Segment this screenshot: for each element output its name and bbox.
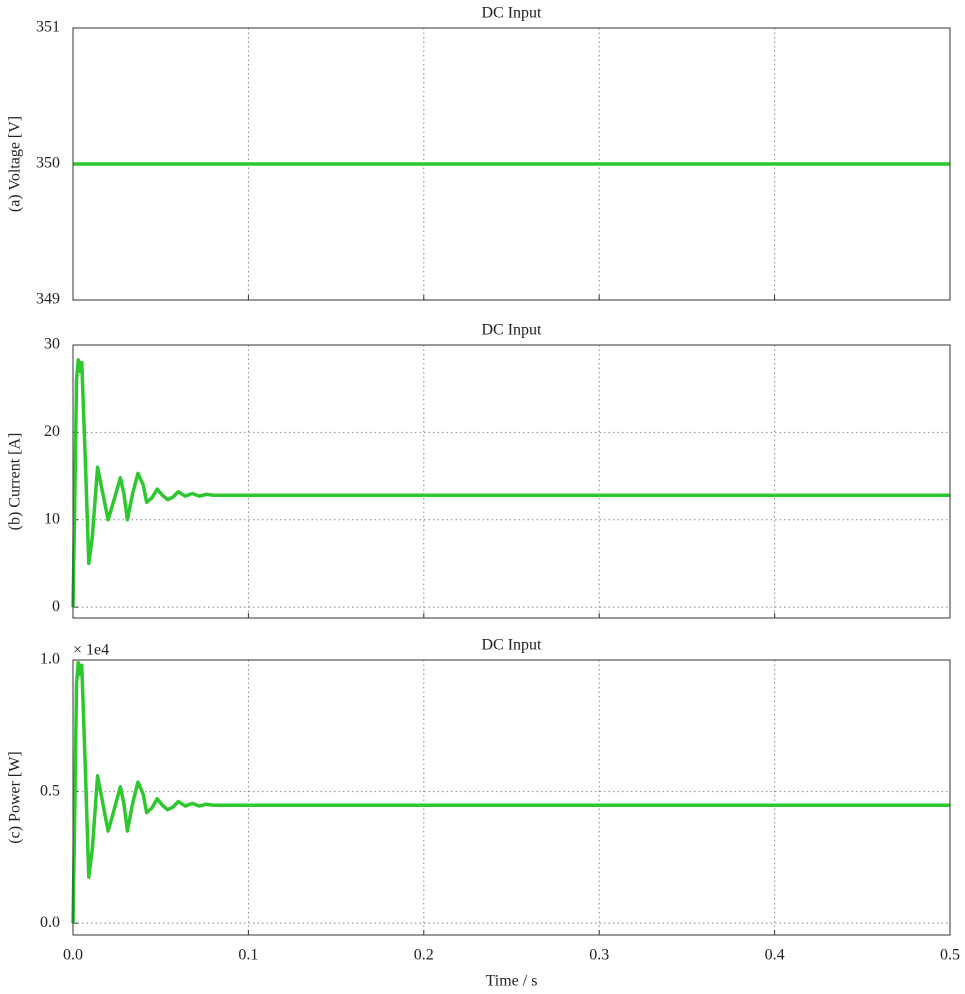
x-tick-label: 0.5 bbox=[940, 947, 960, 964]
x-axis-label: Time / s bbox=[486, 973, 538, 990]
y-tick-label: 1.0 bbox=[40, 651, 60, 668]
plot-frame bbox=[72, 659, 951, 936]
y-tick-label: 351 bbox=[36, 19, 60, 36]
y-axis-label: (c) Power [W] bbox=[7, 751, 24, 843]
y-tick-label: 350 bbox=[36, 155, 60, 172]
y-tick-label: 0.0 bbox=[40, 914, 60, 931]
chart-title: DC Input bbox=[482, 637, 543, 654]
y-tick-label: 0 bbox=[52, 598, 60, 615]
plot-frame bbox=[72, 27, 951, 301]
x-tick-label: 0.2 bbox=[414, 947, 434, 964]
x-tick-label: 0.1 bbox=[238, 947, 258, 964]
chart-title: DC Input bbox=[482, 5, 543, 22]
axis-scale: × 1e4 bbox=[73, 642, 109, 659]
x-tick-label: 0.4 bbox=[765, 947, 785, 964]
y-tick-label: 349 bbox=[36, 291, 60, 308]
y-axis-label: (a) Voltage [V] bbox=[7, 116, 24, 212]
plot-frame bbox=[72, 344, 951, 619]
y-tick-label: 20 bbox=[44, 423, 60, 440]
chart-title: DC Input bbox=[482, 322, 543, 339]
data-line bbox=[71, 358, 950, 608]
y-tick-label: 10 bbox=[44, 510, 60, 527]
x-tick-label: 0.3 bbox=[589, 947, 609, 964]
y-tick-label: 0.5 bbox=[40, 782, 60, 799]
x-tick-label: 0.0 bbox=[63, 947, 83, 964]
y-axis-label: (b) Current [A] bbox=[7, 433, 24, 531]
data-line bbox=[71, 660, 950, 924]
y-tick-label: 30 bbox=[44, 336, 60, 353]
